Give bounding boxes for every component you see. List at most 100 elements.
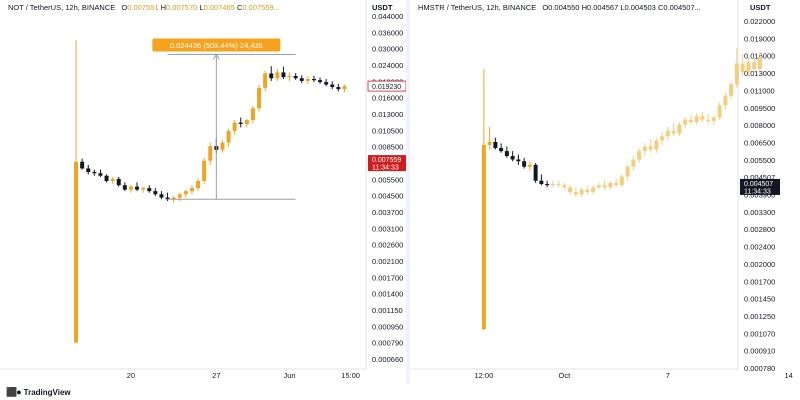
- candle-body: [275, 72, 280, 79]
- price-scale-tick: 0.000790: [372, 339, 403, 348]
- candle-body: [104, 175, 109, 181]
- candle-body: [287, 75, 292, 78]
- candle-body: [602, 185, 607, 188]
- ohlc-key: L: [199, 3, 204, 12]
- price-scale-tick: 0.002400: [744, 243, 775, 252]
- candle-body: [159, 194, 164, 198]
- price-scale-tick: 0.002800: [744, 225, 775, 234]
- candle-body: [183, 191, 188, 195]
- candle-body: [171, 197, 176, 200]
- candle-body: [579, 189, 584, 195]
- price-scale-tick: 0.003300: [744, 208, 775, 217]
- price-scale-tick: 0.009500: [744, 104, 775, 113]
- candle-body: [86, 168, 91, 172]
- candle-body: [596, 185, 601, 188]
- candle-body: [98, 173, 103, 176]
- candle-body: [196, 180, 201, 189]
- candle-body: [723, 95, 728, 106]
- candle-body: [263, 73, 268, 88]
- price-scale-tick: 0.003900: [744, 191, 775, 200]
- candle-body: [694, 116, 699, 123]
- price-scale-tick: 0.006500: [744, 138, 775, 147]
- ohlc-legend: O0.004550 H0.004567 L0.004503 C0.004507.…: [542, 3, 701, 12]
- candle-body: [135, 186, 140, 190]
- chart-canvas-hmstr[interactable]: 0.0220000.0190000.0160000.0130000.011000…: [410, 0, 800, 384]
- price-scale-tick: 0.001400: [372, 290, 403, 299]
- price-scale-tick: 0.000780: [744, 364, 775, 373]
- price-scale-tick: 0.022000: [744, 17, 775, 26]
- candle-body: [522, 161, 527, 167]
- price-scale-tick: 0.000950: [372, 322, 403, 331]
- candle-body: [677, 124, 682, 134]
- current-price-tag: [368, 155, 406, 172]
- ohlc-key: O: [542, 3, 549, 12]
- candle-body: [165, 197, 170, 200]
- price-scale-tick: 0.008000: [744, 121, 775, 130]
- candle-body: [504, 151, 509, 157]
- ohlc-key: C: [236, 3, 243, 12]
- candle-body: [729, 84, 734, 96]
- price-scale-tick: 0.024000: [372, 61, 403, 70]
- candle-body: [527, 164, 532, 167]
- candle-body: [516, 159, 521, 162]
- candle-body: [493, 141, 498, 148]
- candle-body: [342, 86, 347, 90]
- ohlc-high: 0.004567: [586, 3, 619, 12]
- price-unit-label: USDT: [750, 3, 771, 12]
- candle-body: [625, 166, 630, 177]
- price-scale-tick: 0.010500: [372, 126, 403, 135]
- candle-body: [539, 180, 544, 184]
- ohlc-low: 0.004503: [624, 3, 656, 12]
- candle-body: [116, 178, 121, 186]
- last-price-tag-label: 0.019230: [372, 84, 401, 91]
- chart-pane-not[interactable]: 0.044000 0.036000 0.030000 0.024000 0.019230…: [0, 0, 406, 384]
- price-scale-tick: 0.005500: [372, 175, 403, 184]
- ohlc-key: H: [581, 3, 587, 12]
- footer-brand[interactable]: ⬛● TradingView: [6, 387, 71, 398]
- price-scale-tick: 0.001070: [744, 329, 775, 338]
- tradingview-logo-icon: ⬛●: [6, 387, 22, 397]
- candle-body: [556, 183, 561, 186]
- price-scale-tick: 0.001700: [744, 277, 775, 286]
- candle-body: [608, 182, 613, 188]
- candle-body: [238, 122, 243, 124]
- candle-body: [614, 182, 619, 186]
- symbol-line: NOT / TetherUS, 12h, BINANCE: [8, 3, 116, 12]
- price-scale-tick: 0.001150: [372, 306, 403, 315]
- candle-body: [757, 57, 762, 70]
- candle-body: [711, 117, 716, 121]
- chart-canvas-not[interactable]: 0.044000 0.036000 0.030000 0.024000 0.019230…: [0, 0, 406, 384]
- candle-body: [700, 116, 705, 120]
- price-scale-tick: 0.011000: [744, 86, 775, 95]
- candle-body: [734, 63, 739, 85]
- candle-body: [550, 183, 555, 186]
- candle-body: [318, 80, 323, 83]
- symbol-line: HMSTR / TetherUS, 12h, BINANCE: [418, 3, 537, 12]
- ohlc-low: 0.007465: [203, 3, 235, 12]
- candle-body: [688, 119, 693, 123]
- time-scale-label: Oct: [559, 371, 572, 380]
- ohlc-high: 0.007570: [166, 3, 198, 12]
- candle-body: [499, 147, 504, 152]
- time-scale-label: 20: [127, 371, 135, 380]
- price-scale-tick: 0.001250: [744, 312, 775, 321]
- candle-body: [573, 192, 578, 195]
- price-tag-countdown: 11:34:33: [372, 165, 399, 172]
- candle-body: [545, 183, 550, 186]
- price-scale-tick: 0.013000: [744, 69, 775, 78]
- price-scale-tick: 0.002000: [744, 260, 775, 269]
- last-price-tag: [367, 80, 406, 92]
- ohlc-key: C: [657, 3, 664, 12]
- price-scale-tick: 0.001700: [372, 273, 403, 282]
- candle-body: [226, 130, 231, 143]
- candle-body: [153, 191, 158, 195]
- ohlc-close: 0.004507...: [663, 3, 701, 12]
- candle-body: [746, 62, 751, 72]
- price-scale-tick: 0.002600: [372, 241, 403, 250]
- chart-pane-hmstr[interactable]: 0.0220000.0190000.0160000.0130000.011000…: [410, 0, 800, 384]
- candle-body: [660, 136, 665, 141]
- brand-name: TradingView: [23, 388, 71, 397]
- candle-body: [568, 187, 573, 193]
- pane-divider[interactable]: [406, 0, 410, 384]
- candle-body: [208, 146, 213, 161]
